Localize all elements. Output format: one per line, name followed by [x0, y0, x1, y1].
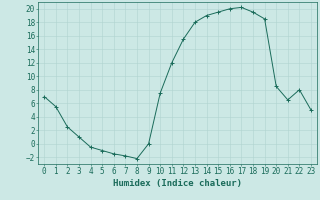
- X-axis label: Humidex (Indice chaleur): Humidex (Indice chaleur): [113, 179, 242, 188]
